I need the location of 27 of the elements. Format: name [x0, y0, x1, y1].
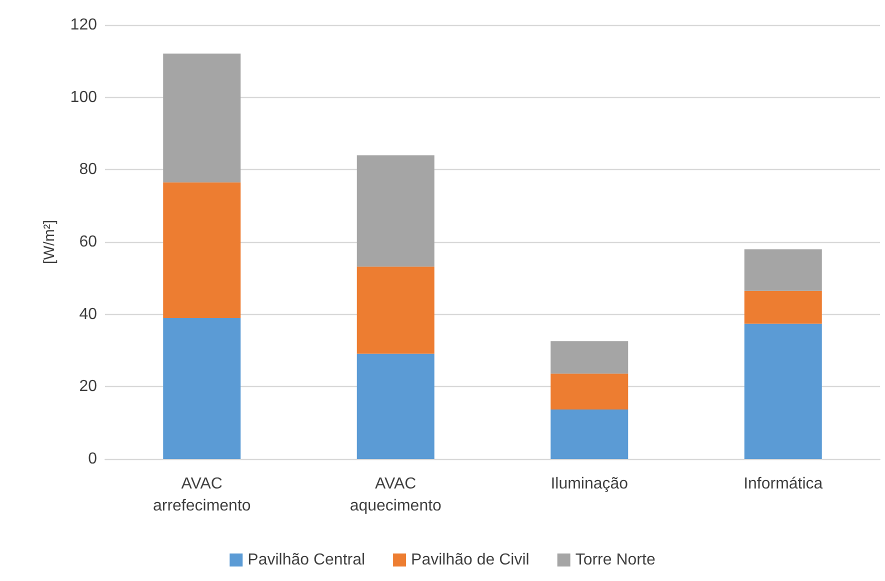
bar: [550, 341, 628, 374]
x-tick-label: AVAC aquecimento: [350, 476, 442, 514]
bar: [163, 318, 241, 459]
y-tick-label: 20: [79, 378, 98, 396]
bar: [163, 54, 241, 182]
legend-label: Pavilhão Central: [248, 552, 366, 568]
y-tick-label: 100: [70, 88, 98, 106]
bar: [744, 290, 822, 324]
y-tick-label: 40: [79, 306, 98, 323]
bar: [744, 249, 822, 291]
bar: [356, 266, 434, 354]
bar: [356, 354, 434, 459]
legend-label: Pavilhão de Civil: [411, 552, 530, 568]
x-tick-label: Informática: [744, 476, 823, 492]
x-tick-label: AVAC arrefecimento: [152, 476, 251, 514]
y-axis-title: [W/m²]: [41, 220, 58, 264]
bar: [550, 409, 628, 459]
y-tick-label: 120: [70, 16, 98, 34]
x-tick-label: Iluminação: [550, 476, 628, 492]
y-tick-label: 80: [79, 161, 98, 178]
y-tick-label: 0: [88, 450, 98, 468]
bar: [744, 324, 822, 459]
y-tick-label: 60: [79, 234, 98, 250]
bar: [356, 155, 434, 267]
legend-label: Torre Norte: [575, 552, 656, 568]
bar: [163, 182, 241, 318]
bar: [550, 374, 628, 410]
